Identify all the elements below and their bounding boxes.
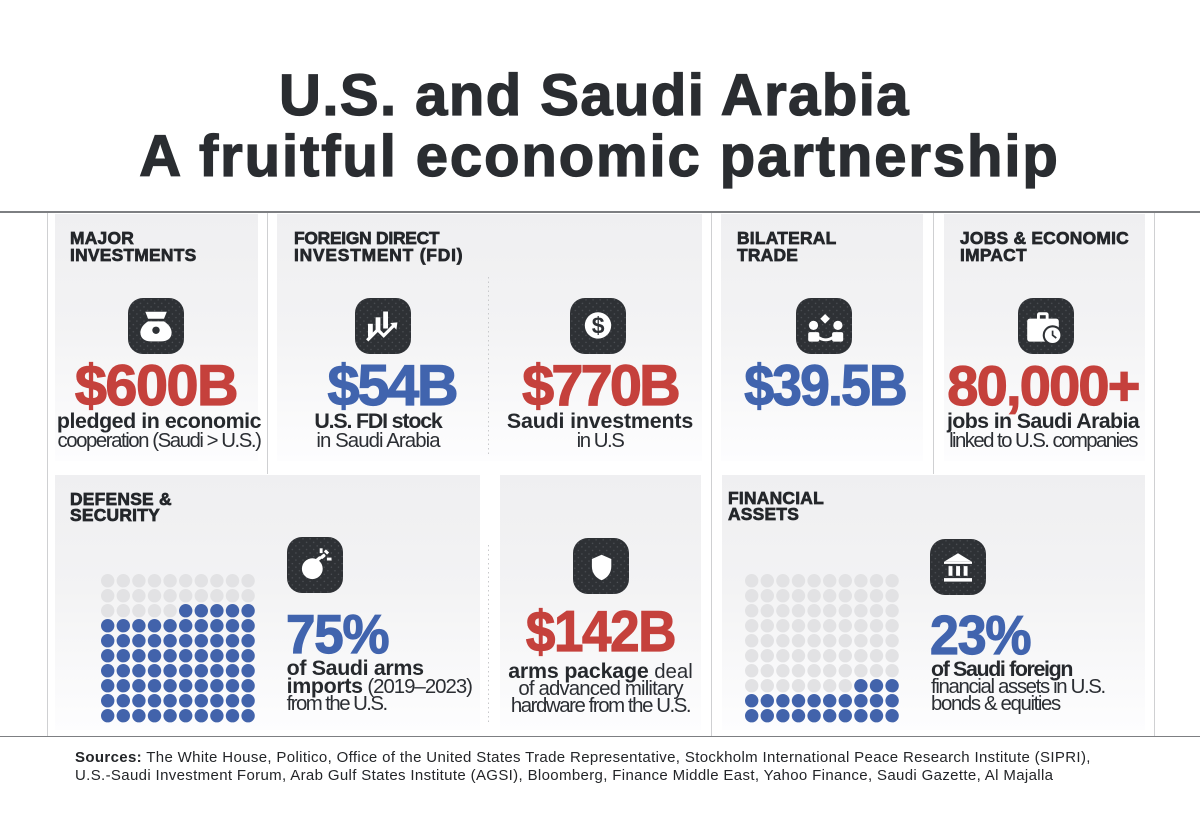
svg-text:$: $ <box>592 312 605 338</box>
